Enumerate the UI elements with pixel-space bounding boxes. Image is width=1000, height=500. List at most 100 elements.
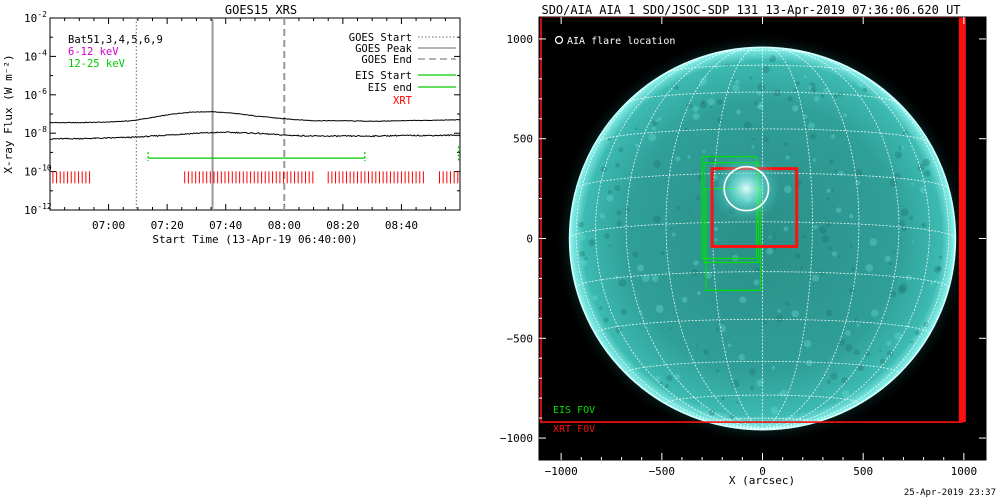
disk-texture-spot <box>900 208 909 217</box>
xrt-time-marks <box>52 171 459 184</box>
goes-x-tick-label: 07:00 <box>92 219 125 232</box>
disk-texture-spot <box>699 404 704 408</box>
disk-texture-spot <box>752 137 755 141</box>
disk-texture-spot <box>695 345 698 347</box>
disk-texture-spot <box>727 343 732 348</box>
aia-y-tick-label: 1000 <box>507 33 534 46</box>
disk-texture-spot <box>936 265 942 271</box>
disk-texture-spot <box>756 379 764 387</box>
flare-location-marker <box>710 153 782 224</box>
disk-texture-spot <box>718 324 726 333</box>
disk-texture-spot <box>848 214 854 219</box>
flare-location-circle <box>723 165 770 212</box>
disk-texture-spot <box>803 235 806 239</box>
disk-texture-spot <box>739 57 745 63</box>
goes-series-low-energy-line <box>49 110 461 124</box>
disk-texture-spot <box>624 206 631 212</box>
longitude-gridline <box>762 48 900 430</box>
disk-texture-spot <box>850 267 855 272</box>
disk-texture-spot <box>777 309 781 313</box>
goes-y-tick-label: 10-8 <box>24 125 47 140</box>
disk-texture-spot <box>854 317 858 321</box>
xrt-fov-edge-band <box>958 17 966 423</box>
disk-texture-spot <box>579 251 585 257</box>
goes-legend-label: GOES Start <box>349 32 412 44</box>
goes-x-tick-label: 08:00 <box>268 219 301 232</box>
disk-texture-spot <box>674 374 681 380</box>
disk-texture-spot <box>833 93 839 98</box>
disk-texture-spot <box>670 327 673 330</box>
disk-texture-spot <box>865 264 874 272</box>
disk-texture-spot <box>785 301 789 306</box>
disk-texture-spot <box>830 372 838 380</box>
flare-legend-circle-icon <box>554 35 564 45</box>
goes-series-group <box>49 110 461 140</box>
disk-texture-spot <box>886 350 894 357</box>
disk-texture-spot <box>660 381 663 385</box>
flare-glow <box>710 153 782 224</box>
eis-fov-label: EIS FOV <box>553 405 595 416</box>
disk-texture-spot <box>929 281 934 286</box>
disk-texture-spot <box>785 155 790 160</box>
disk-texture-spot <box>600 166 607 173</box>
disk-texture-spot <box>733 78 736 81</box>
disk-texture-spot <box>898 146 903 150</box>
disk-texture-spot <box>842 390 850 398</box>
disk-texture-spot <box>627 362 631 366</box>
disk-texture-spot <box>838 170 844 176</box>
disk-texture-spot <box>787 96 793 102</box>
disk-texture-spot <box>831 189 835 192</box>
disk-texture-spot <box>696 291 702 296</box>
disk-texture-spot <box>910 340 914 344</box>
disk-texture-spot <box>678 75 682 78</box>
disk-texture-spot <box>614 275 619 280</box>
disk-texture-spot <box>769 234 776 240</box>
latitude-gridline <box>575 172 950 189</box>
disk-texture-spot <box>919 187 927 194</box>
disk-texture-spot <box>869 238 878 246</box>
disk-texture-spot <box>806 359 813 367</box>
disk-texture-spot <box>714 238 718 242</box>
aia-y-tick-label: −500 <box>507 332 534 345</box>
disk-texture-spot <box>696 196 700 201</box>
disk-texture-spot <box>826 379 832 384</box>
disk-texture-spot <box>905 274 912 281</box>
disk-texture-spot <box>676 206 680 210</box>
disk-texture-spot <box>809 133 817 140</box>
disk-texture-spot <box>894 332 902 340</box>
goes-panel: GOES15 XRS 10-12 10-10 10-8 10-6 10-4 10-2 07… <box>2 3 461 246</box>
disk-texture-spot <box>803 339 812 348</box>
disk-texture-spot <box>749 385 755 390</box>
disk-texture-spot <box>766 247 773 255</box>
disk-texture-spot <box>721 396 725 401</box>
disk-texture-spot <box>884 255 891 262</box>
disk-texture-spot <box>825 309 833 317</box>
longitude-gridline <box>762 49 931 430</box>
disk-texture-spot <box>618 279 627 288</box>
disk-texture-spot <box>652 215 661 224</box>
disk-texture-spot <box>934 266 941 274</box>
goes-annotation-2: 12-25 keV <box>68 58 126 70</box>
disk-texture-spot <box>803 75 808 79</box>
disk-texture-spot <box>632 251 639 258</box>
disk-texture-spot <box>808 82 816 90</box>
disk-texture-spot <box>784 142 789 147</box>
aia-panel: SDO/AIA AIA_1 SDO/JSOC-SDP 131 13-Apr-20… <box>500 3 987 487</box>
disk-texture-spot <box>771 365 776 370</box>
disk-texture-spot <box>841 377 848 385</box>
disk-texture-spot <box>855 169 863 177</box>
disk-texture-spot <box>890 291 897 297</box>
disk-texture-spot <box>648 133 657 142</box>
disk-texture-spot <box>703 349 710 355</box>
disk-texture-spot <box>702 150 706 154</box>
disk-texture-spot <box>763 136 769 143</box>
disk-texture-spot <box>655 119 658 123</box>
disk-texture-spot <box>808 122 815 130</box>
disk-texture-spot <box>831 251 838 257</box>
disk-texture-spot <box>660 251 665 255</box>
disk-texture-spot <box>911 182 914 186</box>
disk-texture-spot <box>769 55 776 63</box>
disk-texture-spot <box>666 375 673 382</box>
longitude-gridline <box>575 57 763 430</box>
disk-texture-spot <box>751 145 755 149</box>
